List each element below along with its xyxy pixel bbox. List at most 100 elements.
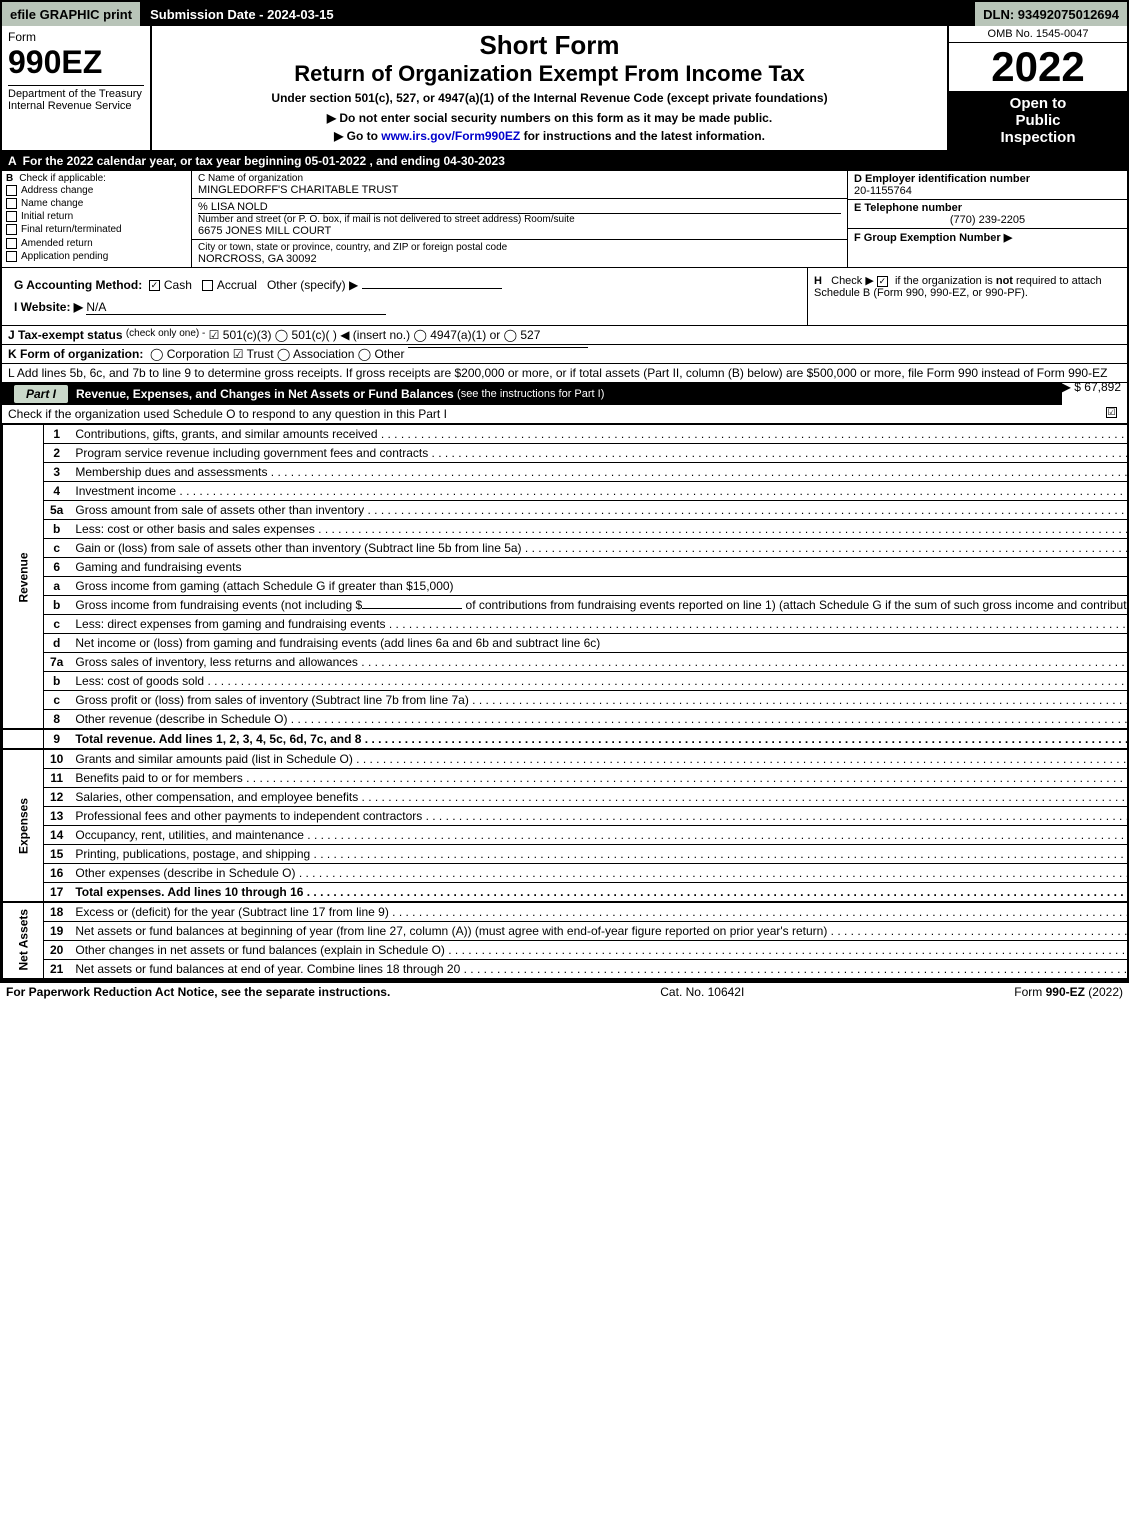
header-right: OMB No. 1545-0047 2022 Open to Public In… — [947, 26, 1127, 150]
label-j: J Tax-exempt status — [8, 328, 123, 342]
l8-num: 8 — [44, 710, 70, 730]
l14-num: 14 — [44, 826, 70, 845]
no-ssn-line: ▶ Do not enter social security numbers o… — [156, 109, 943, 127]
l5a-desc: Gross amount from sale of assets other t… — [75, 503, 1129, 517]
l1-num: 1 — [44, 425, 70, 444]
lbl-other: Other (specify) ▶ — [267, 278, 358, 292]
expenses-label: Expenses — [3, 749, 44, 902]
l6d-desc: Net income or (loss) from gaming and fun… — [75, 636, 600, 650]
footer-left: For Paperwork Reduction Act Notice, see … — [6, 985, 390, 999]
omb-number: OMB No. 1545-0047 — [949, 26, 1127, 43]
l12-num: 12 — [44, 788, 70, 807]
part-1-title: Revenue, Expenses, and Changes in Net As… — [76, 387, 454, 401]
lbl-address-change: Address change — [21, 185, 93, 196]
care-of: % LISA NOLD — [198, 201, 841, 213]
l9-desc: Total revenue. Add lines 1, 2, 3, 4, 5c,… — [75, 732, 1129, 746]
check-if-applicable: Check if applicable: — [19, 173, 106, 184]
group-exemption-label: F Group Exemption Number — [854, 232, 1001, 244]
l6d-num: d — [44, 634, 70, 653]
l14-desc: Occupancy, rent, utilities, and maintena… — [75, 828, 1129, 842]
l6b-desc-pre: Gross income from fundraising events (no… — [75, 598, 362, 612]
part-1-check-row: Check if the organization used Schedule … — [2, 405, 1127, 424]
chk-schedule-o[interactable]: ☑ — [1106, 407, 1117, 418]
footer-center: Cat. No. 10642I — [390, 985, 1014, 999]
l13-num: 13 — [44, 807, 70, 826]
lbl-initial-return: Initial return — [21, 211, 73, 222]
label-g: G Accounting Method: — [14, 278, 142, 292]
chk-schedule-b[interactable]: ✓ — [877, 276, 888, 287]
top-bar: efile GRAPHIC print Submission Date - 20… — [2, 2, 1127, 26]
l10-num: 10 — [44, 749, 70, 769]
line-g-i: G Accounting Method: ✓Cash Accrual Other… — [2, 268, 807, 325]
top-bar-spacer — [344, 2, 976, 26]
l4-desc: Investment income — [75, 484, 1129, 498]
l2-desc: Program service revenue including govern… — [75, 446, 1129, 460]
lbl-cash: Cash — [164, 278, 192, 292]
section-b: B Check if applicable: Address change Nam… — [2, 171, 192, 267]
city-label: City or town, state or province, country… — [198, 242, 841, 253]
l2-num: 2 — [44, 444, 70, 463]
efile-print-button[interactable]: efile GRAPHIC print — [2, 2, 142, 26]
irs-link[interactable]: www.irs.gov/Form990EZ — [381, 129, 520, 143]
line-l-value: ▶ $ 67,892 — [1062, 380, 1121, 394]
revenue-label: Revenue — [3, 425, 44, 730]
chk-cash[interactable]: ✓ — [149, 280, 160, 291]
l20-num: 20 — [44, 941, 70, 960]
chk-amended[interactable] — [6, 238, 17, 249]
short-form-title: Short Form — [156, 30, 943, 61]
l11-num: 11 — [44, 769, 70, 788]
l6c-num: c — [44, 615, 70, 634]
lbl-final-return: Final return/terminated — [21, 225, 122, 236]
footer: For Paperwork Reduction Act Notice, see … — [0, 981, 1129, 1001]
chk-address-change[interactable] — [6, 185, 17, 196]
l7b-num: b — [44, 672, 70, 691]
goto-line: ▶ Go to www.irs.gov/Form990EZ for instru… — [156, 127, 943, 145]
line-j-text: ☑ 501(c)(3) ◯ 501(c)( ) ◀ (insert no.) ◯… — [209, 328, 541, 342]
label-b: B — [6, 173, 13, 184]
l6b-desc-mid: of contributions from fundraising events… — [466, 598, 1129, 612]
part-1-table: Revenue 1 Contributions, gifts, grants, … — [2, 424, 1129, 979]
line-h-text: Check ▶ ✓ if the organization is not req… — [814, 275, 1102, 299]
line-k: K Form of organization: ◯ Corporation ☑ … — [2, 345, 1127, 364]
lbl-application-pending: Application pending — [21, 251, 108, 262]
section-d-e-f: D Employer identification number 20-1155… — [847, 171, 1127, 267]
l3-num: 3 — [44, 463, 70, 482]
ein-value: 20-1155764 — [854, 185, 1121, 197]
chk-accrual[interactable] — [202, 280, 213, 291]
chk-final-return[interactable] — [6, 224, 17, 235]
l5b-desc: Less: cost or other basis and sales expe… — [75, 522, 1129, 536]
l11-desc: Benefits paid to or for members — [75, 771, 1129, 785]
line-h: H Check ▶ ✓ if the organization is not r… — [807, 268, 1127, 325]
lbl-amended: Amended return — [21, 238, 93, 249]
l7c-num: c — [44, 691, 70, 710]
l18-desc: Excess or (deficit) for the year (Subtra… — [75, 905, 1129, 919]
l17-num: 17 — [44, 883, 70, 903]
l16-desc: Other expenses (describe in Schedule O) — [75, 866, 1129, 880]
l7b-desc: Less: cost of goods sold — [75, 674, 1129, 688]
open-to-public: Open to Public Inspection — [949, 91, 1127, 150]
part-1-header: Part I Revenue, Expenses, and Changes in… — [2, 383, 1062, 405]
form-code: 990EZ — [8, 44, 144, 81]
line-l: L Add lines 5b, 6c, and 7b to line 9 to … — [2, 364, 1127, 383]
l9-num: 9 — [44, 729, 70, 749]
chk-initial-return[interactable] — [6, 211, 17, 222]
l13-desc: Professional fees and other payments to … — [75, 809, 1129, 823]
lbl-name-change: Name change — [21, 198, 83, 209]
l6b-num: b — [44, 596, 70, 615]
org-name-label: C Name of organization — [198, 173, 841, 184]
l21-desc: Net assets or fund balances at end of ye… — [75, 962, 1129, 976]
line-k-items: ◯ Corporation ☑ Trust ◯ Association ◯ Ot… — [150, 347, 404, 361]
website-value: N/A — [86, 300, 106, 314]
line-a-text: For the 2022 calendar year, or tax year … — [23, 154, 505, 168]
l8-desc: Other revenue (describe in Schedule O) — [75, 712, 1129, 726]
l21-num: 21 — [44, 960, 70, 979]
l20-desc: Other changes in net assets or fund bala… — [75, 943, 1129, 957]
city-state-zip: NORCROSS, GA 30092 — [198, 253, 841, 265]
submission-date: Submission Date - 2024-03-15 — [142, 2, 344, 26]
chk-application-pending[interactable] — [6, 251, 17, 262]
return-title: Return of Organization Exempt From Incom… — [156, 61, 943, 87]
l5c-desc: Gain or (loss) from sale of assets other… — [75, 541, 1129, 555]
chk-name-change[interactable] — [6, 198, 17, 209]
l7c-desc: Gross profit or (loss) from sales of inv… — [75, 693, 1129, 707]
dept-irs: Internal Revenue Service — [8, 100, 144, 112]
